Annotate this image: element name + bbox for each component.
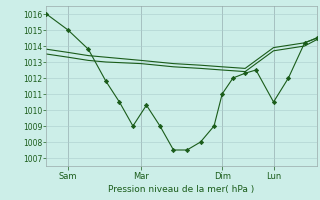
X-axis label: Pression niveau de la mer( hPa ): Pression niveau de la mer( hPa ) bbox=[108, 185, 255, 194]
